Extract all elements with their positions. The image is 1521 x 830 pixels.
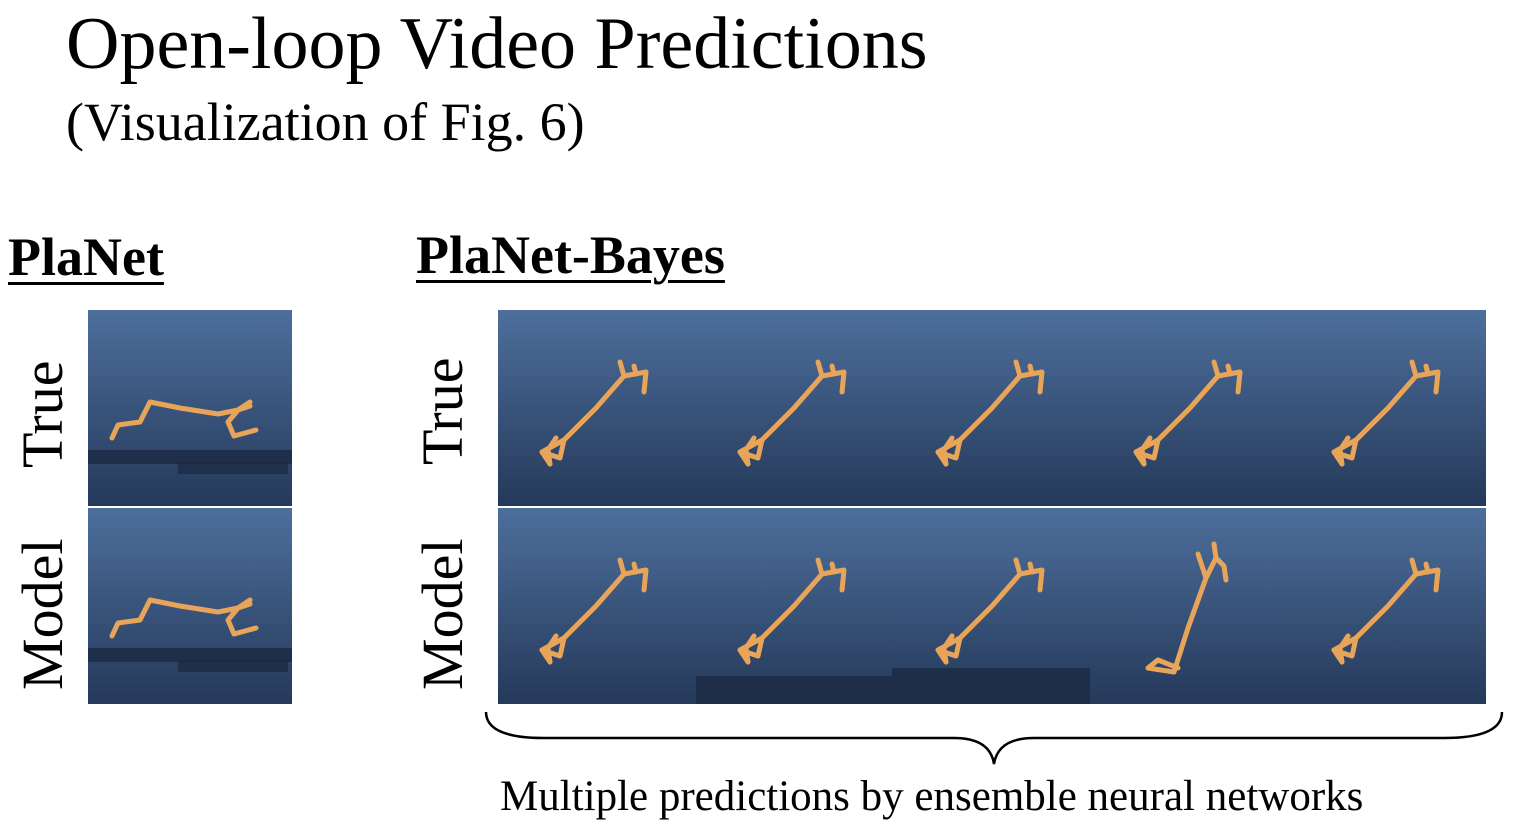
walker-robot-icon (109, 597, 259, 639)
planet-model-label: Model (10, 538, 75, 690)
slide-subtitle: (Visualization of Fig. 6) (66, 92, 585, 152)
planet-true-frame (88, 310, 292, 506)
planet-bayes-model-label: Model (410, 538, 475, 690)
ensemble-caption: Multiple predictions by ensemble neural … (500, 773, 1364, 820)
walker-robot-icon (1145, 541, 1229, 675)
planet-bayes-heading: PlaNet-Bayes (416, 225, 725, 285)
planet-true-label: True (10, 360, 75, 468)
planet-model-frame (88, 508, 292, 704)
slide-title: Open-loop Video Predictions (66, 3, 928, 85)
planet-bayes-frames-panel (498, 310, 1486, 704)
curly-brace-icon (484, 711, 1504, 765)
planet-bayes-true-row (498, 310, 1486, 506)
planet-heading: PlaNet (8, 227, 164, 287)
planet-bayes-true-label: True (410, 357, 475, 465)
walker-robot-icon (109, 399, 259, 441)
planet-frames-panel (88, 310, 292, 704)
planet-bayes-model-row (498, 508, 1486, 704)
